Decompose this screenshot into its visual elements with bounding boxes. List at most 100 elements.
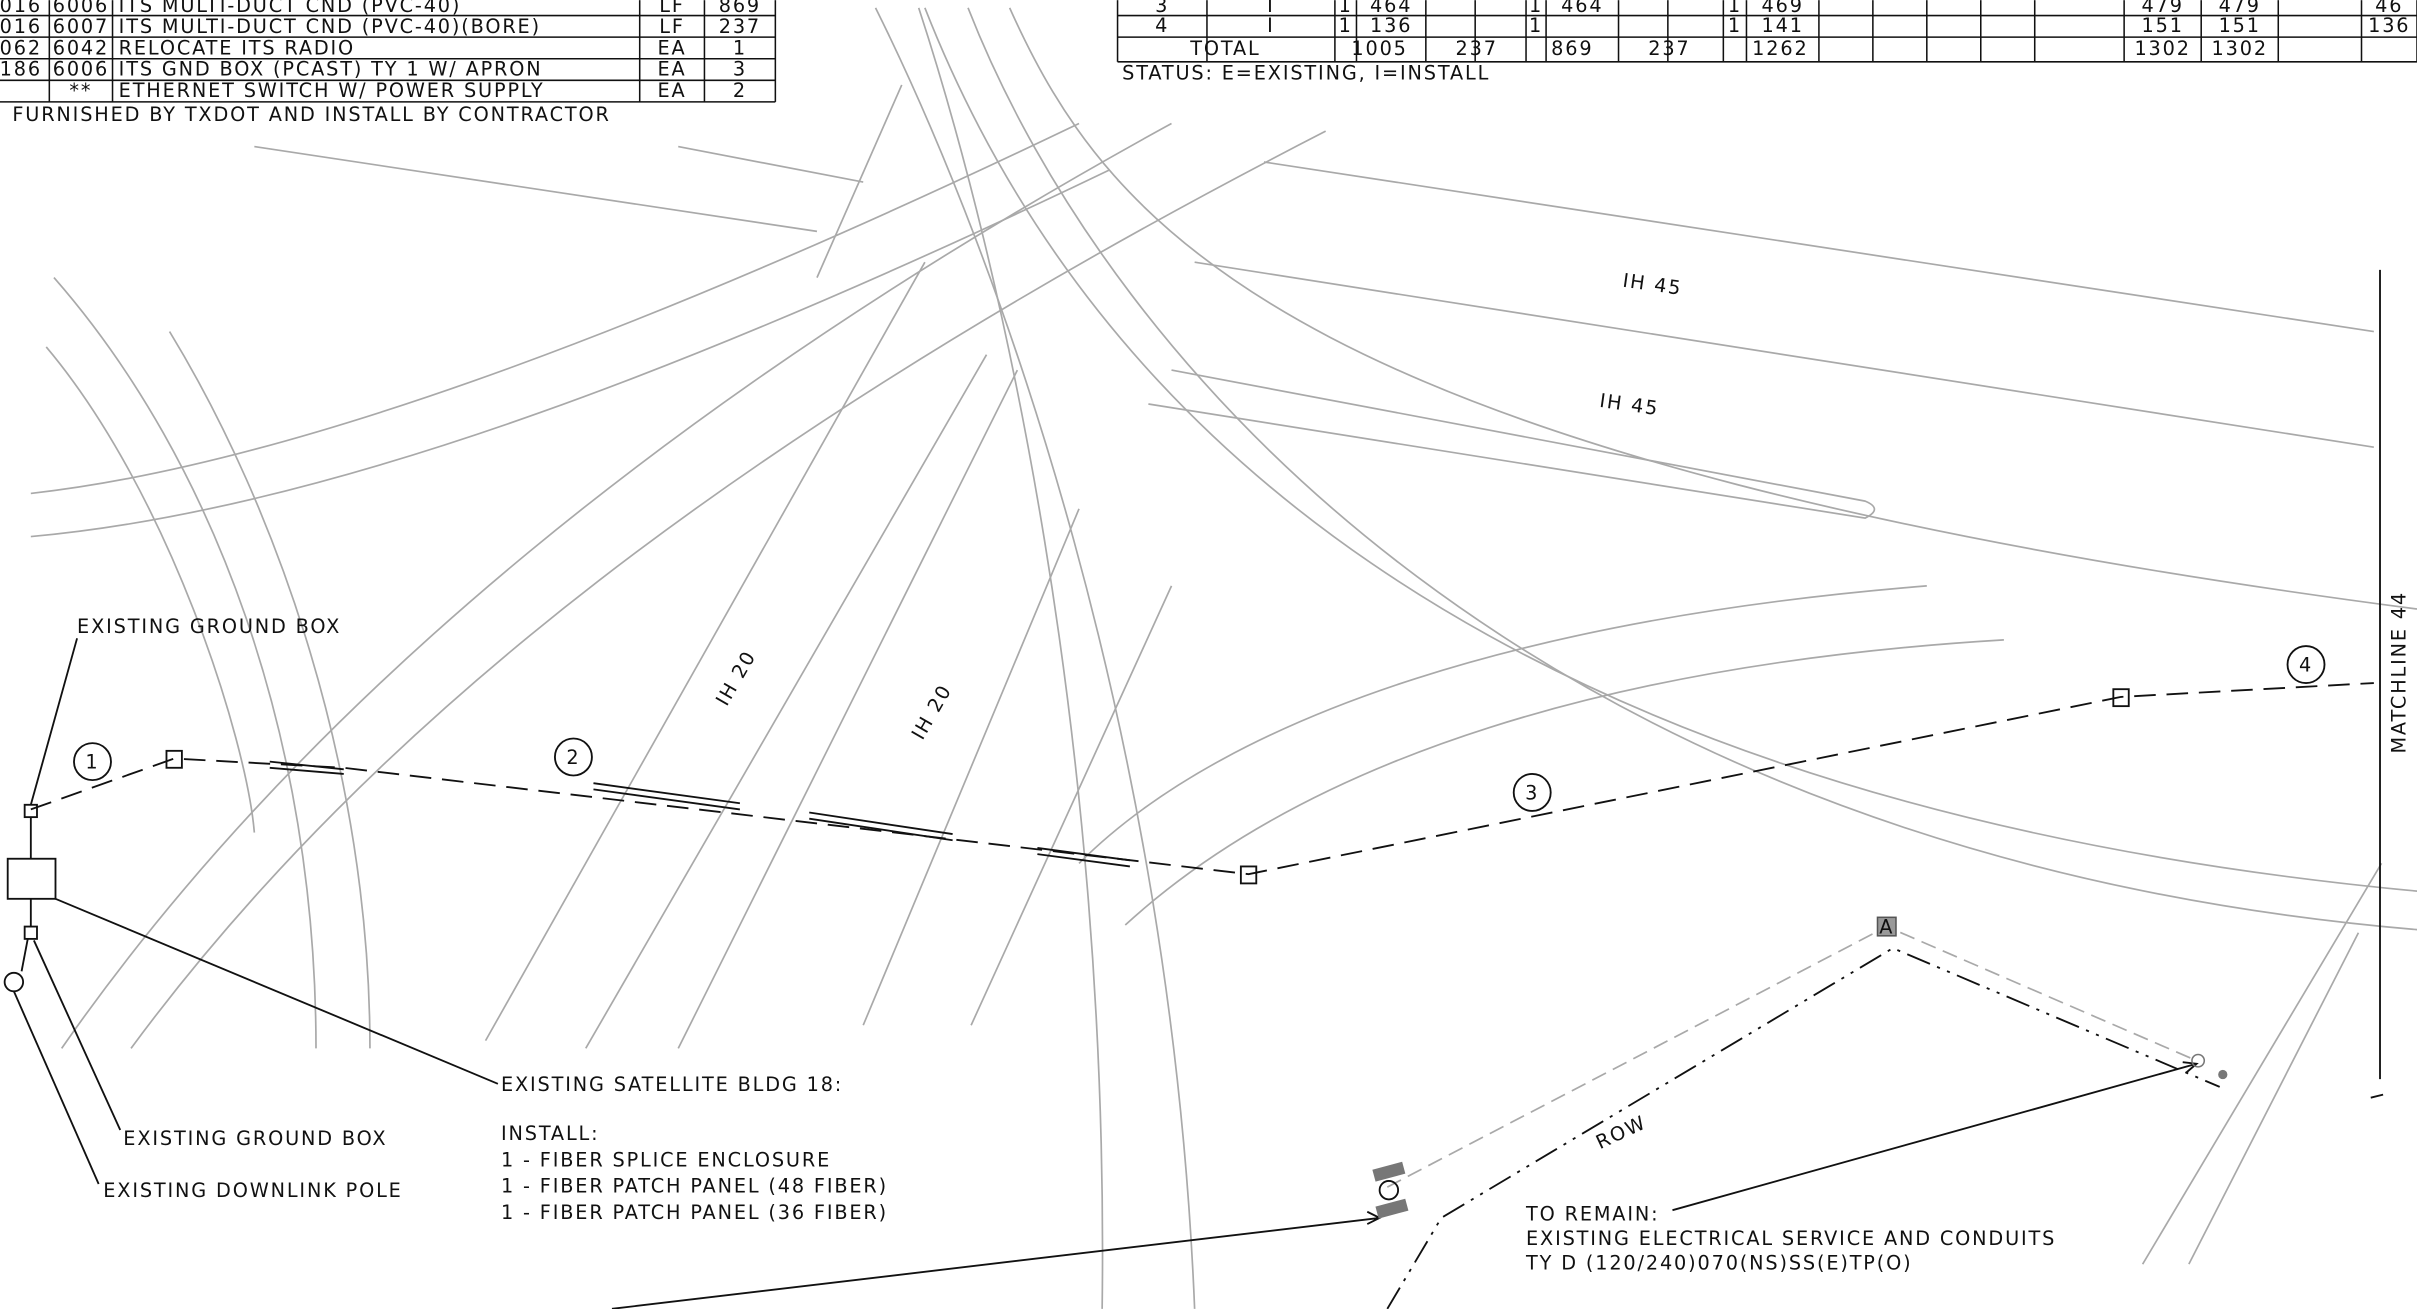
note: TY D (120/240)070(NS)SS(E)TP(O) — [1525, 1252, 1912, 1275]
roadway-linework-part — [678, 147, 863, 182]
table-total: 869 — [1551, 37, 1593, 60]
site-equipment-part — [5, 973, 23, 991]
table-cell: 2 — [733, 79, 747, 102]
leaders-part — [34, 940, 120, 1130]
table-total: 1302 — [2134, 37, 2190, 60]
table-cell: 6006 — [53, 58, 109, 81]
table-total: 1262 — [1752, 37, 1808, 60]
roadway-linework-part — [31, 170, 1110, 537]
note: EXISTING ELECTRICAL SERVICE AND CONDUITS — [1526, 1227, 2056, 1250]
table-cell: ETHERNET SWITCH W/ POWER SUPPLY — [119, 79, 545, 102]
table-cell: 1 — [1728, 14, 1742, 37]
roadway-linework-part — [919, 8, 1103, 1309]
table-cell: 237 — [719, 15, 761, 38]
table-cell: 1 — [1529, 14, 1543, 37]
roadway-linework-part — [1264, 162, 2374, 332]
marker-label: A — [1879, 916, 1894, 939]
table-cell: 3 — [733, 58, 747, 81]
table-cell: 4 — [1155, 14, 1169, 37]
note: 1 - FIBER PATCH PANEL (48 FIBER) — [501, 1175, 888, 1198]
callout-number: 1 — [85, 751, 99, 774]
road-label: IH 45 — [1598, 389, 1661, 420]
table-cell: 141 — [1762, 14, 1804, 37]
roadway-linework-part — [2143, 863, 2382, 1264]
fiber-route-part — [166, 751, 181, 768]
roadway-linework-part — [863, 509, 1079, 1025]
electrical-service-part — [1372, 1162, 1405, 1182]
site-equipment-part — [8, 859, 56, 899]
table-cell: 1 — [1339, 14, 1353, 37]
table-cell: 186 — [0, 58, 42, 81]
matchline-part — [2371, 1095, 2383, 1098]
matchline-label: MATCHLINE 44 — [2388, 591, 2411, 754]
leaders-part — [1672, 1062, 2196, 1210]
note: EXISTING DOWNLINK POLE — [103, 1179, 402, 1202]
roadway-linework-part — [2189, 933, 2359, 1264]
road-label: IH 20 — [907, 680, 957, 743]
roadway-linework-part — [1010, 8, 2417, 609]
table-total: TOTAL — [1189, 37, 1260, 60]
roadway-linework-part — [817, 85, 902, 278]
roadway-linework-part — [62, 123, 1172, 1048]
table-cell: 6007 — [53, 15, 109, 38]
table-cell: ** — [69, 79, 92, 102]
roadway-linework-part — [1148, 370, 1874, 518]
table-lines: 0166006ITS MULTI-DUCT CND (PVC-40)LF8690… — [0, 0, 2417, 126]
table-cell: EA — [658, 36, 687, 59]
table-cell: 136 — [1370, 14, 1412, 37]
roadway-linework-part — [971, 586, 1171, 1025]
table-total: 1302 — [2212, 37, 2268, 60]
roadway-linework-part — [46, 347, 254, 833]
row-label: ROW — [1592, 1111, 1650, 1154]
electrical-service-part — [2192, 1055, 2204, 1067]
leaders-part — [31, 638, 77, 804]
site-equipment-part — [22, 939, 28, 971]
electrical-service-part — [1387, 927, 2196, 1188]
roadway-linework-part — [31, 123, 1079, 493]
fiber-route-part — [31, 683, 2374, 874]
roadway-linework-part — [1195, 262, 2374, 447]
note: EXISTING SATELLITE BLDG 18: — [501, 1073, 843, 1096]
leaders-part — [55, 899, 497, 1084]
note: 1 - FIBER PATCH PANEL (36 FIBER) — [501, 1201, 888, 1224]
roadway-linework-part — [54, 278, 316, 1049]
electrical-service-part — [1380, 1181, 1398, 1199]
roadway-linework-part — [678, 370, 1017, 1048]
callout-number: 3 — [1525, 782, 1539, 805]
roadway-linework-part — [925, 8, 2417, 891]
note: 1 - FIBER SPLICE ENCLOSURE — [501, 1148, 831, 1171]
roadway-linework-part — [876, 8, 1195, 1309]
table-cell: ITS MULTI-DUCT CND (PVC-40)(BORE) — [119, 15, 541, 38]
table-cell: EA — [658, 79, 687, 102]
table-cell: I — [1267, 14, 1275, 37]
table-cell: EA — [658, 58, 687, 81]
table-total: 1005 — [1351, 37, 1407, 60]
site-equipment — [5, 805, 56, 992]
table-cell: 151 — [2219, 14, 2261, 37]
roadway-linework-part — [486, 262, 925, 1040]
table-cell: 151 — [2142, 14, 2184, 37]
electrical-service-part — [2218, 1070, 2227, 1079]
electrical-service-part — [1375, 1199, 1408, 1219]
roadway-linework — [31, 8, 2417, 1309]
table-cell: 1 — [733, 36, 747, 59]
leaders-part — [612, 1212, 1380, 1309]
leaders — [14, 638, 2197, 1309]
road-label: IH 45 — [1621, 269, 1684, 300]
table-cell: LF — [659, 15, 685, 38]
electrical-service — [1372, 917, 2227, 1309]
plan-sheet: 0166006ITS MULTI-DUCT CND (PVC-40)LF8690… — [0, 0, 2417, 1309]
table-cell: 136 — [2368, 14, 2410, 37]
note: EXISTING GROUND BOX — [123, 1127, 387, 1150]
table-cell: 016 — [0, 15, 42, 38]
table-cell: 062 — [0, 36, 42, 59]
road-label: IH 20 — [711, 646, 761, 709]
table-cell: 6042 — [53, 36, 109, 59]
roadway-linework-part — [170, 332, 370, 1049]
note: TO REMAIN: — [1525, 1202, 1659, 1225]
page: {"left_table":{"rows":[["016","6006","IT… — [0, 0, 2417, 1309]
site-equipment-part — [25, 927, 37, 939]
site-equipment-part — [25, 805, 37, 817]
table-cell: RELOCATE ITS RADIO — [119, 36, 355, 59]
callout-number: 4 — [2299, 654, 2313, 677]
